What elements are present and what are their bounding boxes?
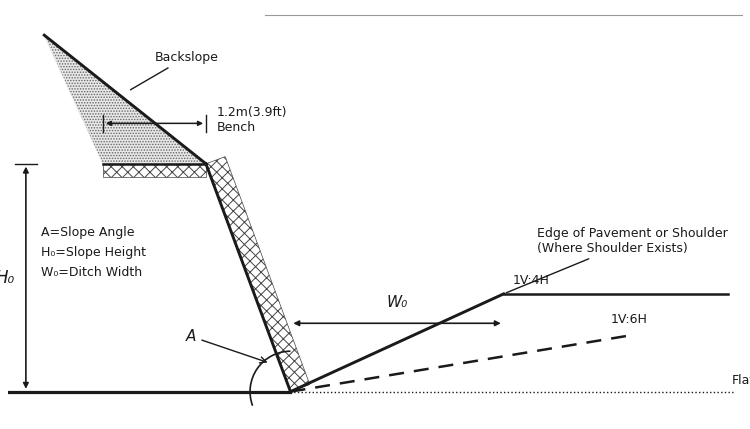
Text: A: A — [186, 329, 266, 363]
Text: Flat: Flat — [731, 374, 750, 387]
Text: A=Slope Angle
H₀=Slope Height
W₀=Ditch Width: A=Slope Angle H₀=Slope Height W₀=Ditch W… — [40, 226, 146, 279]
Polygon shape — [44, 35, 206, 164]
Text: 1V:6H: 1V:6H — [610, 313, 647, 326]
Text: 1.2m(3.9ft)
Bench: 1.2m(3.9ft) Bench — [217, 106, 287, 134]
Polygon shape — [103, 164, 206, 177]
Text: W₀: W₀ — [386, 295, 408, 310]
Text: Backslope: Backslope — [130, 51, 218, 90]
Text: Edge of Pavement or Shoulder
(Where Shoulder Exists): Edge of Pavement or Shoulder (Where Shou… — [506, 227, 728, 293]
Text: 1V:4H: 1V:4H — [512, 274, 549, 287]
Text: H₀: H₀ — [0, 269, 15, 287]
Polygon shape — [206, 157, 310, 392]
